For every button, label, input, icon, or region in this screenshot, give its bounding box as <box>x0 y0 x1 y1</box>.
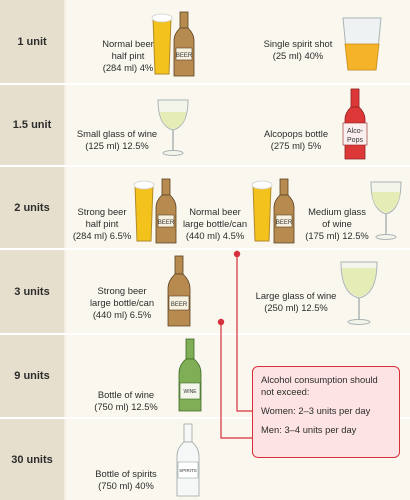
wine-glass-icon <box>157 99 189 156</box>
alcopops-bottle-text: Alco- <box>347 128 364 135</box>
bottle-of-spirits-label: Bottle of spirits (750 ml) 40% <box>95 468 157 491</box>
shot-glass-icon <box>342 17 382 71</box>
row-1-unit: 1 unit <box>0 0 410 83</box>
units-label: 9 units <box>0 335 64 417</box>
alcopops-bottle-text: Pops <box>347 137 363 144</box>
units-label: 2 units <box>0 167 64 248</box>
units-label: 3 units <box>0 250 64 333</box>
units-label: 1 unit <box>0 0 64 83</box>
normal-beer-large-bottle-label: Normal beer large bottle/can (440 ml) 4.… <box>182 206 248 241</box>
row-background <box>66 167 410 248</box>
wine-glass-icon <box>370 181 402 240</box>
women-connector-line <box>236 255 252 412</box>
women-connector-dot <box>233 250 241 258</box>
single-spirit-shot-label: Single spirit shot (25 ml) 40% <box>263 38 333 61</box>
row-divider <box>0 165 410 167</box>
row-divider <box>0 248 410 250</box>
row-divider <box>0 333 410 335</box>
beer-pint-and-bottle-icon: BEER <box>133 178 177 244</box>
row-2-units: 2 units <box>0 167 410 248</box>
strong-beer-half-pint-label: Strong beer half pint (284 ml) 6.5% <box>72 206 132 241</box>
medium-glass-of-wine-label: Medium glass of wine (175 ml) 12.5% <box>305 206 369 241</box>
beer-pint-and-bottle-icon: BEER <box>251 178 295 244</box>
normal-beer-half-pint-label: Normal beer half pint (284 ml) 4% <box>102 38 154 73</box>
strong-beer-large-bottle-label: Strong beer large bottle/can (440 ml) 6.… <box>89 285 155 320</box>
units-label: 1.5 unit <box>0 85 64 165</box>
bottle-of-wine-label: Bottle of wine (750 ml) 12.5% <box>94 389 158 412</box>
beer-bottle-label: BEER <box>176 53 193 59</box>
men-connector-line <box>220 323 252 439</box>
spirits-bottle-text: SPIRITS <box>179 468 197 473</box>
large-glass-of-wine-label: Large glass of wine (250 ml) 12.5% <box>255 290 337 313</box>
beer-bottle-label: BEER <box>158 220 175 226</box>
wine-bottle-text: WINE <box>183 389 197 395</box>
women-limit-text: Women: 2–3 units per day <box>261 405 371 416</box>
row-divider <box>0 417 410 419</box>
beer-pint-and-bottle-icon: BEER <box>151 11 195 77</box>
small-glass-of-wine-label: Small glass of wine (125 ml) 12.5% <box>76 128 158 151</box>
beer-bottle-label: BEER <box>276 220 293 226</box>
beer-bottle-label: BEER <box>171 302 188 308</box>
alcopops-bottle-label: Alcopops bottle (275 ml) 5% <box>263 128 329 151</box>
wine-bottle-icon: WINE <box>178 338 202 412</box>
wine-glass-icon <box>340 261 378 325</box>
alcopops-bottle-icon: Alco- Pops <box>342 88 368 160</box>
units-label: 30 units <box>0 419 64 500</box>
men-connector-dot <box>217 318 225 326</box>
spirits-bottle-icon: SPIRITS <box>176 423 200 497</box>
callout-title: Alcohol consumption should not exceed: <box>261 374 378 397</box>
consumption-guideline-callout: Alcohol consumption should not exceed: W… <box>252 366 400 458</box>
men-limit-text: Men: 3–4 units per day <box>261 424 357 435</box>
row-divider <box>0 83 410 85</box>
beer-bottle-icon: BEER <box>167 255 191 327</box>
